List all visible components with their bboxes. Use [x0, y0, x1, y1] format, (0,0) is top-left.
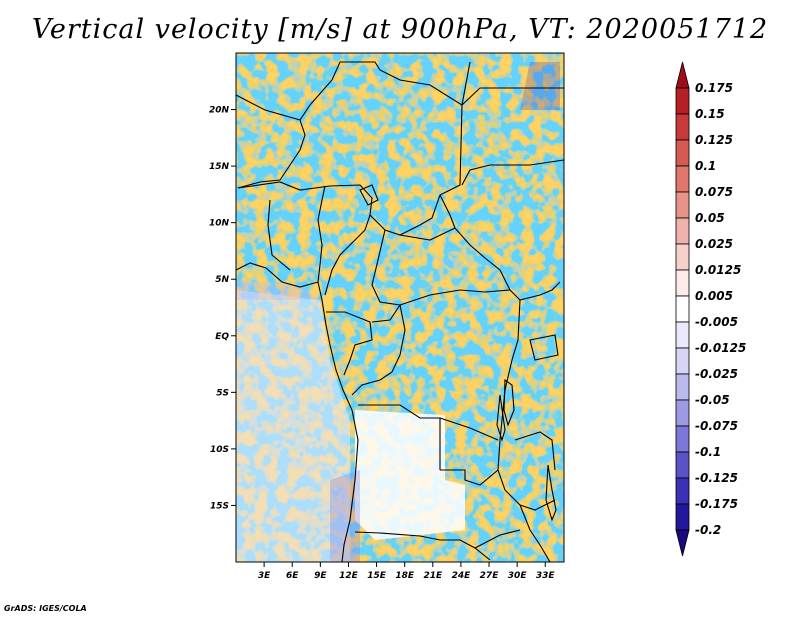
colorbar-label: -0.2: [695, 523, 721, 537]
colorbar-swatch: [675, 295, 690, 323]
country-borders: [236, 61, 564, 562]
map-frame: [235, 52, 565, 563]
lon-tick-label: 18E: [395, 571, 415, 581]
colorbar-swatch: [675, 321, 690, 349]
longitude-axis: 3E 6E 9E 12E 15E 18E 21E 24E 27E 30E 33E: [258, 562, 556, 581]
lat-tick-label: 10S: [210, 445, 229, 455]
lon-tick-label: 12E: [339, 571, 359, 581]
lat-tick-label: EQ: [215, 332, 229, 342]
colorbar-label: -0.1: [695, 445, 721, 459]
colorbar-label: -0.075: [695, 419, 738, 433]
colorbar-swatch: [675, 217, 690, 245]
map-title: Vertical velocity [m/s] at 900hPa, VT: 2…: [31, 14, 769, 45]
lon-tick-label: 6E: [286, 571, 299, 581]
colorbar-label: 0.05: [695, 211, 725, 225]
colorbar-label: -0.025: [695, 367, 738, 381]
colorbar-swatch: [675, 269, 690, 297]
colorbar-swatch: [675, 165, 690, 193]
colorbar-swatch: [675, 243, 690, 271]
colorbar: 0.175 0.15 0.125 0.1 0.075 0.05 0.025 0.0125 0.0…: [675, 61, 746, 557]
colorbar-swatch: [675, 87, 690, 115]
latitude-axis: 20N 15N 10N 5N EQ 5S 10S 15S: [209, 106, 236, 511]
colorbar-label: -0.0125: [695, 341, 746, 355]
colorbar-swatch: [675, 61, 690, 89]
velocity-field: [236, 53, 564, 562]
colorbar-swatch: [675, 477, 690, 505]
lon-tick-label: 9E: [314, 571, 327, 581]
lon-tick-label: 24E: [452, 571, 472, 581]
colorbar-swatch: [675, 425, 690, 453]
lon-tick-label: 27E: [480, 571, 500, 581]
lon-tick-label: 15E: [367, 571, 387, 581]
lat-tick-label: 20N: [209, 106, 230, 116]
colorbar-swatch: [675, 191, 690, 219]
colorbar-label: -0.175: [695, 497, 738, 511]
colorbar-label: 0.0125: [695, 263, 741, 277]
colorbar-label: 0.15: [695, 107, 725, 121]
colorbar-swatch: [675, 451, 690, 479]
lat-tick-label: 5S: [216, 388, 229, 398]
colorbar-label: -0.125: [695, 471, 738, 485]
lon-tick-label: 33E: [536, 571, 556, 581]
map-plot-area: [235, 52, 565, 563]
colorbar-swatch: [675, 503, 690, 531]
colorbar-label: 0.125: [695, 133, 733, 147]
colorbar-swatch: [675, 373, 690, 401]
lon-tick-label: 21E: [423, 571, 443, 581]
colorbar-label: 0.005: [695, 289, 733, 303]
lat-tick-label: 15N: [209, 162, 230, 172]
lat-tick-label: 15S: [210, 501, 229, 511]
colorbar-label: 0.1: [695, 159, 716, 173]
lon-tick-label: 3E: [258, 571, 271, 581]
colorbar-swatch: [675, 113, 690, 141]
colorbar-swatch: [675, 399, 690, 427]
lon-tick-label: 30E: [508, 571, 528, 581]
grads-footer: GrADS: IGES/COLA: [4, 604, 87, 613]
lat-tick-label: 5N: [215, 275, 229, 285]
colorbar-label: 0.175: [695, 81, 733, 95]
colorbar-label: -0.005: [695, 315, 738, 329]
colorbar-label: -0.05: [695, 393, 730, 407]
colorbar-swatch: [675, 347, 690, 375]
colorbar-label: 0.075: [695, 185, 733, 199]
colorbar-swatch: [675, 139, 690, 167]
colorbar-swatch: [675, 529, 690, 557]
lat-tick-label: 10N: [209, 219, 230, 229]
colorbar-label: 0.025: [695, 237, 733, 251]
